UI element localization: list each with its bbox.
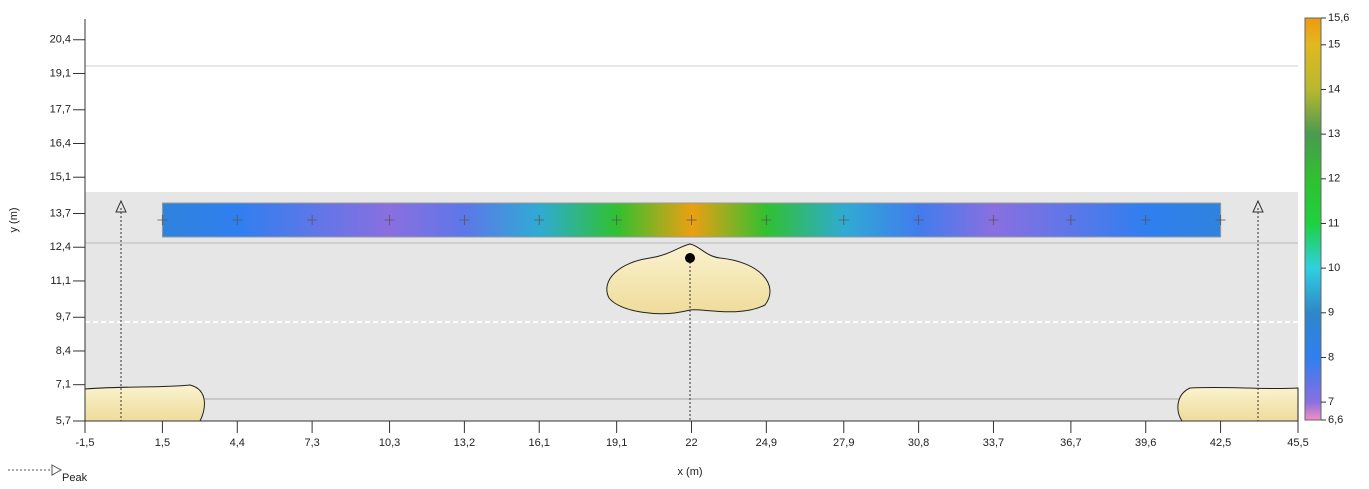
grid-point: [459, 215, 470, 225]
x-tick-label: 1,5: [155, 437, 170, 449]
x-tick-label: 45,5: [1287, 437, 1308, 449]
heat-cell: [691, 203, 767, 237]
grid-point: [686, 215, 697, 225]
colorbar-tick-label: 10: [1328, 262, 1340, 274]
heat-cell: [993, 203, 1072, 237]
x-tick-label: 19,1: [606, 437, 627, 449]
heat-cell: [312, 203, 391, 237]
colorbar-tick-label: 14: [1328, 83, 1340, 95]
grid-point: [838, 215, 849, 225]
y-tick-label: 19,1: [50, 67, 71, 79]
x-tick-label: 16,1: [529, 437, 550, 449]
blob: [84, 384, 205, 422]
y-tick-label: 8,4: [56, 345, 71, 357]
x-tick-label: 24,9: [756, 437, 777, 449]
grid-point: [384, 215, 395, 225]
grid-point: [1215, 215, 1226, 225]
y-tick-label: 15,1: [50, 171, 71, 183]
colorbar-tick-label: 13: [1328, 128, 1340, 140]
heat-cell: [389, 203, 465, 237]
heat-cell: [237, 203, 313, 237]
y-tick-label: 20,4: [50, 34, 71, 46]
y-axis-label: y (m): [8, 207, 20, 232]
heatmap: [157, 202, 1226, 238]
x-tick-label: 22: [685, 437, 697, 449]
heat-cell: [162, 203, 238, 237]
grid-point: [988, 215, 999, 225]
arrow-head: [115, 199, 127, 213]
x-tick-label: 10,3: [379, 437, 400, 449]
x-tick-label: 42,5: [1210, 437, 1231, 449]
grid-point: [761, 215, 772, 225]
heat-cell: [1145, 203, 1222, 237]
x-tick-label: 7,3: [304, 437, 319, 449]
heat-cell: [616, 203, 692, 237]
heat-cell: [1070, 203, 1147, 237]
colorbar-tick-label: 11: [1328, 217, 1339, 229]
grid-point: [1065, 215, 1076, 225]
x-tick-label: 4,4: [230, 437, 245, 449]
x-tick-label: 39,6: [1135, 437, 1156, 449]
x-tick-label: 36,7: [1060, 437, 1081, 449]
colorbar-tick-label: 15: [1328, 39, 1340, 51]
x-tick-label: 13,2: [454, 437, 475, 449]
heat-cell: [539, 203, 618, 237]
colorbar-tick-label: 7: [1328, 396, 1334, 408]
x-axis-label: x (m): [677, 466, 702, 478]
colorbar-tick-label: 6,6: [1328, 414, 1343, 426]
y-tick-label: 17,7: [50, 104, 71, 116]
y-tick-label: 7,1: [56, 379, 71, 391]
colorbar-tick-label: 9: [1328, 307, 1334, 319]
grid-point: [611, 215, 622, 225]
colorbar-tick-label: 8: [1328, 351, 1334, 363]
y-tick-label: 12,4: [50, 241, 71, 253]
grid-point: [307, 215, 318, 225]
colorbar-tick-label: 15,6: [1328, 12, 1349, 24]
grid-point: [913, 215, 924, 225]
x-tick-label: 27,9: [833, 437, 854, 449]
y-tick-label: 5,7: [56, 415, 71, 427]
y-tick-label: 16,4: [50, 137, 71, 149]
y-tick-label: 11,1: [50, 275, 71, 287]
legend-label: Peak: [62, 472, 88, 484]
colorbar-tick-label: 12: [1328, 173, 1340, 185]
blob: [1177, 386, 1299, 422]
grid-point: [534, 215, 545, 225]
y-tick-label: 9,7: [56, 311, 71, 323]
colorbar: [1304, 17, 1322, 421]
grid-point: [1140, 215, 1151, 225]
heat-cell: [843, 203, 920, 237]
y-tick-label: 13,7: [50, 207, 71, 219]
grid-point: [232, 215, 243, 225]
peak-point: [685, 253, 695, 263]
x-tick-label: 33,7: [983, 437, 1004, 449]
heat-cell: [766, 203, 845, 237]
heat-cell: [464, 203, 540, 237]
x-tick-label: 30,8: [908, 437, 929, 449]
legend-arrow: [51, 464, 63, 476]
x-tick-label: -1,5: [76, 437, 95, 449]
heat-cell: [918, 203, 994, 237]
arrow-head: [1252, 199, 1264, 213]
grid-point: [157, 215, 168, 225]
